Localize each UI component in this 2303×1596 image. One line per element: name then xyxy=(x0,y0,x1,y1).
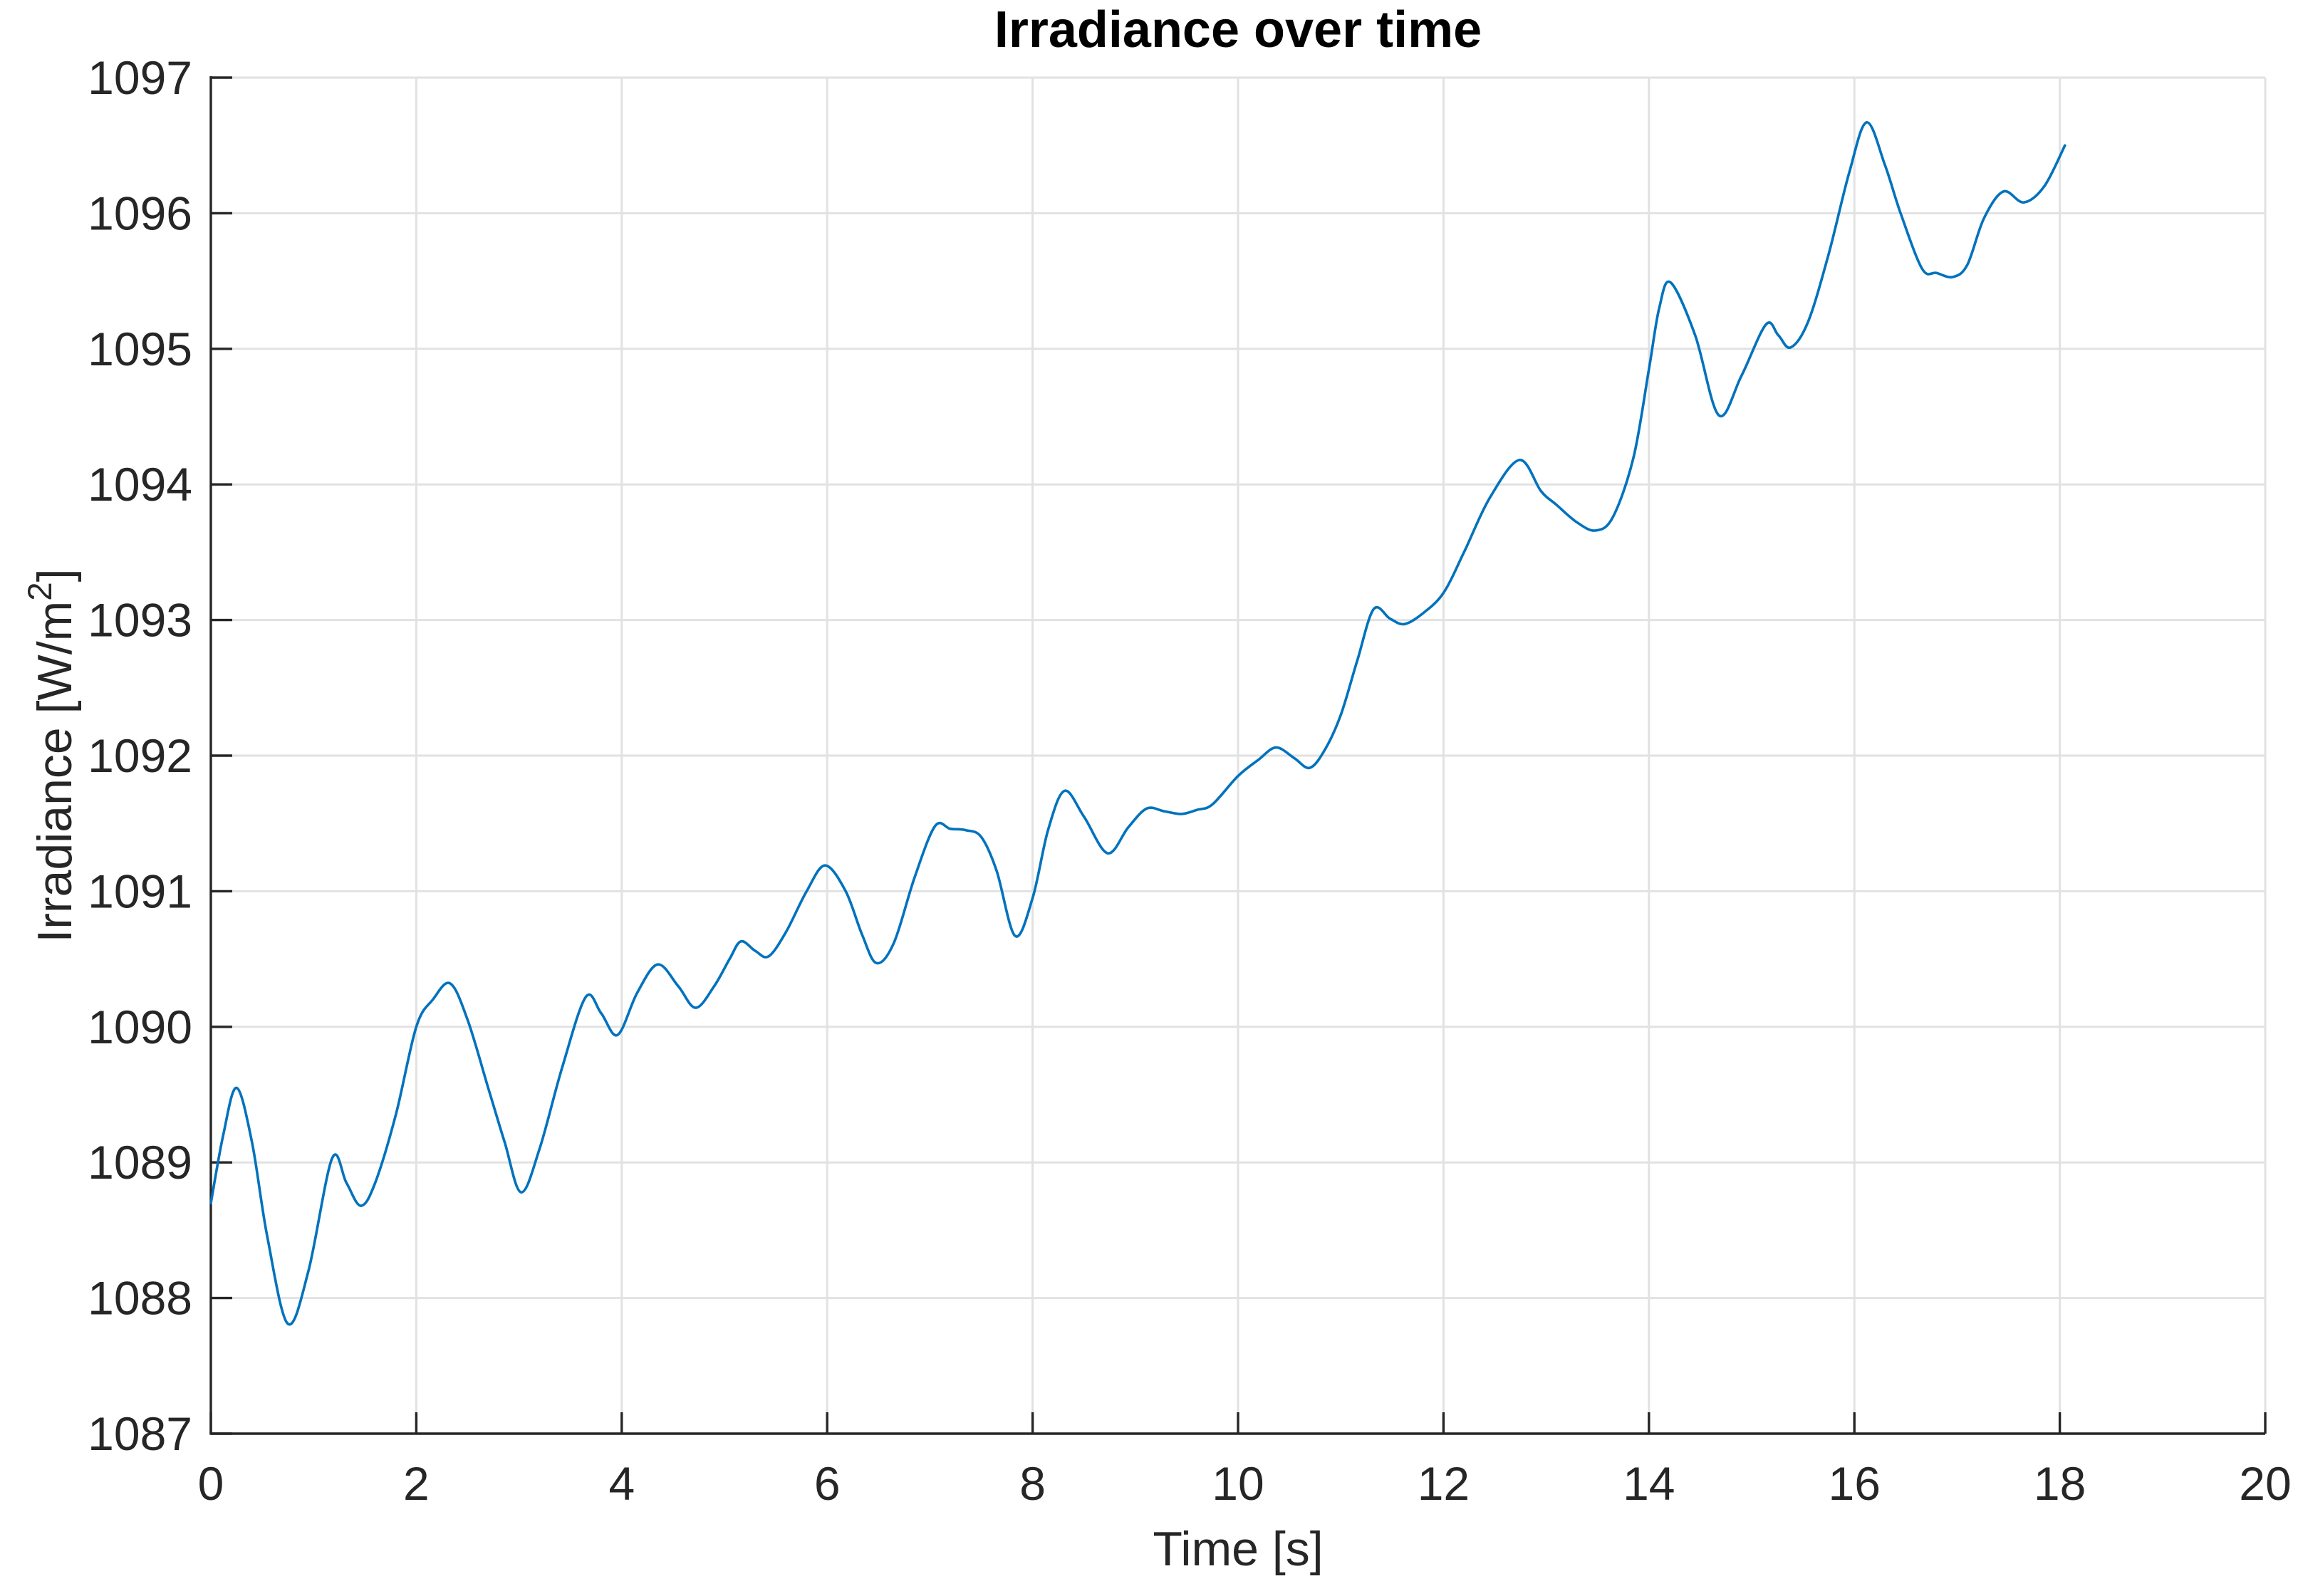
y-tick-label: 1096 xyxy=(88,187,192,239)
y-tick-label: 1089 xyxy=(88,1136,192,1189)
y-tick-label: 1088 xyxy=(88,1272,192,1325)
x-tick-label: 2 xyxy=(403,1457,430,1510)
x-tick-label: 8 xyxy=(1019,1457,1046,1510)
y-axis-label: Irradiance [W/m2] xyxy=(21,568,82,942)
x-tick-label: 4 xyxy=(608,1457,635,1510)
irradiance-line xyxy=(209,121,2067,1326)
x-tick-label: 12 xyxy=(1418,1457,1470,1510)
y-tick-label: 1087 xyxy=(88,1407,192,1460)
y-tick-label: 1092 xyxy=(88,729,192,782)
data-series xyxy=(209,121,2067,1326)
y-tick-label: 1090 xyxy=(88,1001,192,1053)
grid-lines xyxy=(211,76,2267,1434)
y-tick-label: 1097 xyxy=(88,51,192,104)
x-tick-label: 0 xyxy=(198,1457,224,1510)
y-tick-label: 1093 xyxy=(88,594,192,647)
x-axis-label: Time [s] xyxy=(1153,1522,1323,1576)
x-tick-label: 16 xyxy=(1828,1457,1880,1510)
tick-labels: 0 2 4 6 8 10 12 14 16 18 20 1087 1088 1089 1090 1091 109… xyxy=(88,51,2292,1510)
y-tick-label: 1091 xyxy=(88,865,192,917)
x-tick-label: 6 xyxy=(814,1457,841,1510)
y-tick-label: 1094 xyxy=(88,458,192,511)
x-tick-label: 20 xyxy=(2239,1457,2291,1510)
chart-title: Irradiance over time xyxy=(994,1,1482,58)
y-tick-label: 1095 xyxy=(88,323,192,375)
tick-marks xyxy=(209,76,2267,1435)
x-tick-label: 10 xyxy=(1212,1457,1264,1510)
x-tick-label: 18 xyxy=(2034,1457,2086,1510)
x-tick-label: 14 xyxy=(1623,1457,1675,1510)
